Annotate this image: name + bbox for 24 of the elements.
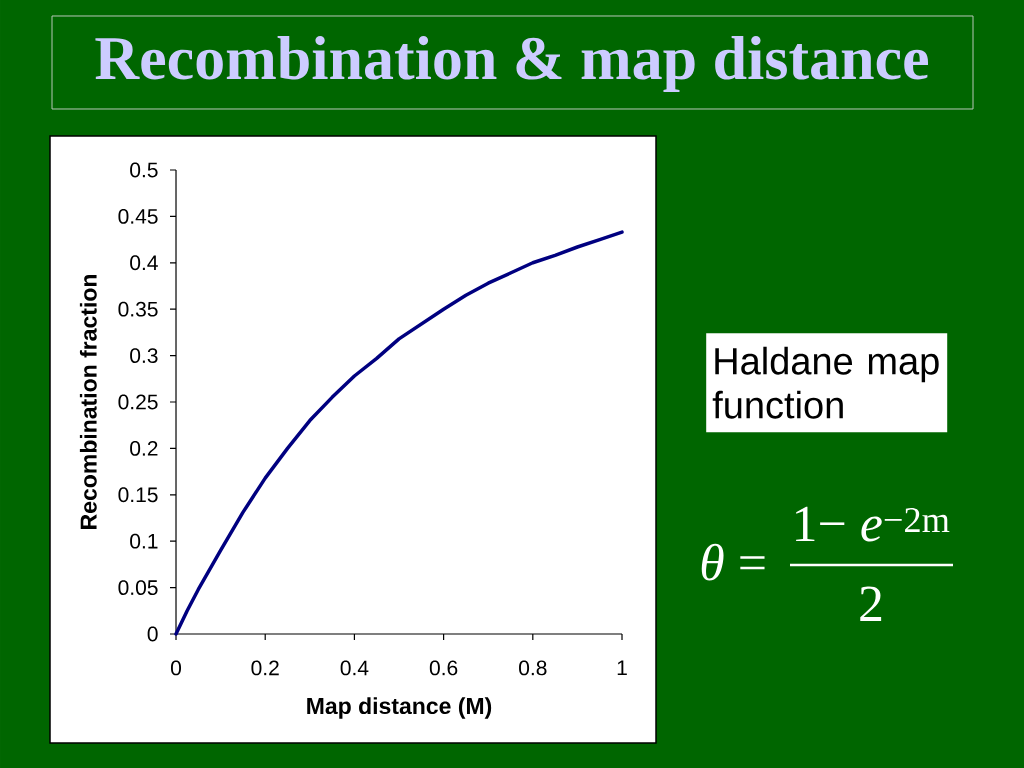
y-tick-label: 0.1 — [130, 533, 158, 549]
text: θ = — [701, 543, 765, 581]
y-tick-label: 0.2 — [130, 440, 158, 456]
y-tick-label: 0.4 — [130, 255, 158, 271]
text: Haldane map function — [712, 346, 939, 419]
y-tick-label: 0 — [147, 626, 158, 642]
y-axis-title: Recombination fraction — [79, 275, 97, 529]
text: 2 — [860, 586, 882, 621]
x-tick-label: 0.2 — [251, 660, 279, 676]
y-tick-label: 0.35 — [118, 301, 158, 317]
y-tick-label: 0.5 — [130, 162, 158, 178]
x-tick-label: 0.6 — [429, 660, 458, 676]
x-tick-label: 0.8 — [519, 660, 547, 676]
y-tick-label: 0.45 — [118, 208, 158, 224]
y-tick-label: 0.15 — [118, 487, 158, 503]
y-tick-label: 0.05 — [118, 580, 158, 596]
chart-title: Recombination & map distance — [95, 35, 929, 93]
x-tick-label: 0.4 — [340, 660, 369, 676]
y-tick-label: 0.3 — [130, 348, 158, 364]
y-tick-label: 0.25 — [118, 394, 158, 410]
x-tick-label: 0 — [171, 660, 182, 676]
text: 1− e$^{−2m}$ — [796, 506, 950, 542]
x-axis-title: Map distance (M) — [307, 697, 492, 719]
x-tick-label: 1 — [617, 660, 627, 675]
